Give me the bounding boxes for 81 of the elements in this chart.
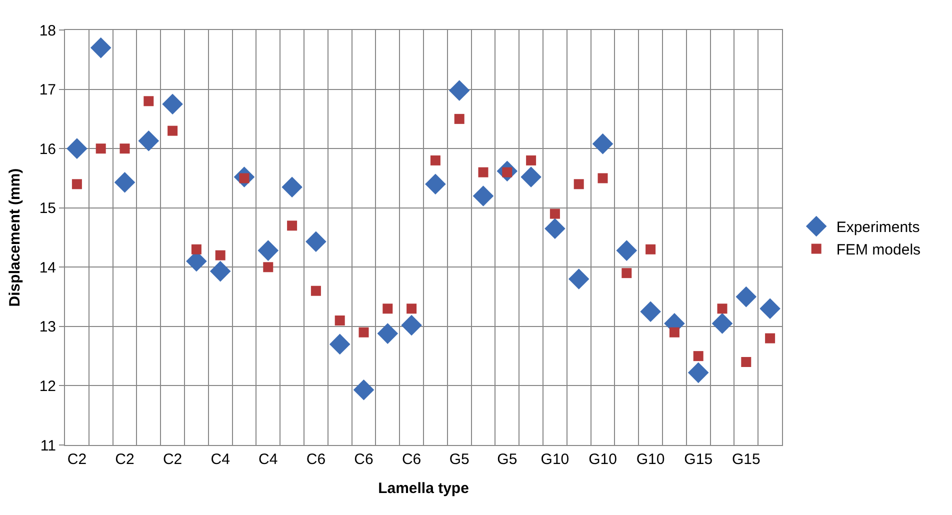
x-tick-label: G15 [684, 451, 713, 468]
point [717, 304, 728, 314]
x-tick-label: G5 [497, 451, 518, 468]
point [765, 333, 776, 344]
point [544, 218, 566, 240]
point [430, 155, 440, 166]
y-tick-label: 16 [39, 140, 56, 158]
y-tick-label: 11 [40, 437, 56, 454]
x-tick-label: G10 [540, 451, 570, 468]
point [592, 133, 614, 154]
y-tick-label: 13 [39, 318, 56, 336]
y-tick-label: 15 [39, 200, 56, 218]
point [96, 144, 106, 154]
legend-label: Experiments [836, 219, 920, 236]
point [263, 262, 274, 272]
point [568, 268, 590, 290]
point [622, 268, 632, 278]
point [688, 362, 709, 384]
x-tick-label: C4 [258, 451, 278, 468]
point [646, 244, 656, 254]
y-tick-label: 18 [39, 22, 56, 40]
point [334, 316, 345, 326]
point [287, 220, 298, 231]
point [693, 351, 704, 362]
point [640, 301, 661, 322]
point [168, 126, 178, 136]
point [258, 240, 279, 261]
point [162, 94, 183, 115]
point [377, 323, 398, 344]
y-tick-label: 14 [39, 259, 56, 276]
point [598, 173, 608, 184]
point [401, 314, 422, 336]
point [574, 179, 584, 190]
x-tick-label: G15 [732, 451, 760, 468]
point [215, 250, 226, 260]
x-tick-label: C2 [115, 451, 134, 468]
y-tick-label: 17 [39, 82, 56, 99]
x-tick-label: C6 [306, 451, 326, 468]
point [406, 304, 417, 314]
point [353, 379, 374, 400]
point [712, 313, 733, 334]
point [358, 327, 369, 338]
point [144, 96, 154, 106]
x-axis-title: Lamella type [378, 480, 469, 497]
point [425, 174, 446, 195]
point [282, 176, 302, 198]
point [306, 231, 326, 252]
point [448, 80, 470, 101]
point [520, 166, 542, 188]
point [550, 208, 560, 219]
point [138, 130, 160, 152]
point [210, 260, 231, 282]
x-tick-label: G5 [449, 451, 470, 468]
point [382, 304, 393, 314]
legend-label: FEM models [836, 242, 921, 259]
x-tick-label: C6 [354, 451, 374, 468]
point [90, 37, 112, 58]
y-axis-title: Displacement (mm) [6, 168, 24, 307]
x-tick-label: C2 [67, 451, 87, 468]
point [741, 357, 752, 367]
point [669, 327, 680, 338]
x-tick-label: G10 [636, 451, 665, 468]
point [114, 172, 136, 193]
x-tick-label: G10 [588, 451, 617, 468]
x-tick-label: C6 [402, 451, 422, 468]
x-tick-label: C4 [210, 451, 230, 468]
x-tick-label: C2 [162, 451, 182, 468]
point [454, 114, 464, 124]
point [310, 286, 321, 296]
point [120, 144, 130, 154]
point [72, 179, 82, 190]
point [191, 244, 202, 254]
point [478, 167, 488, 178]
point [472, 186, 494, 206]
point [736, 286, 757, 308]
point [526, 155, 536, 166]
y-tick-label: 12 [39, 378, 56, 395]
point [760, 298, 780, 320]
point [66, 138, 88, 159]
point [616, 240, 638, 261]
point [329, 334, 350, 355]
